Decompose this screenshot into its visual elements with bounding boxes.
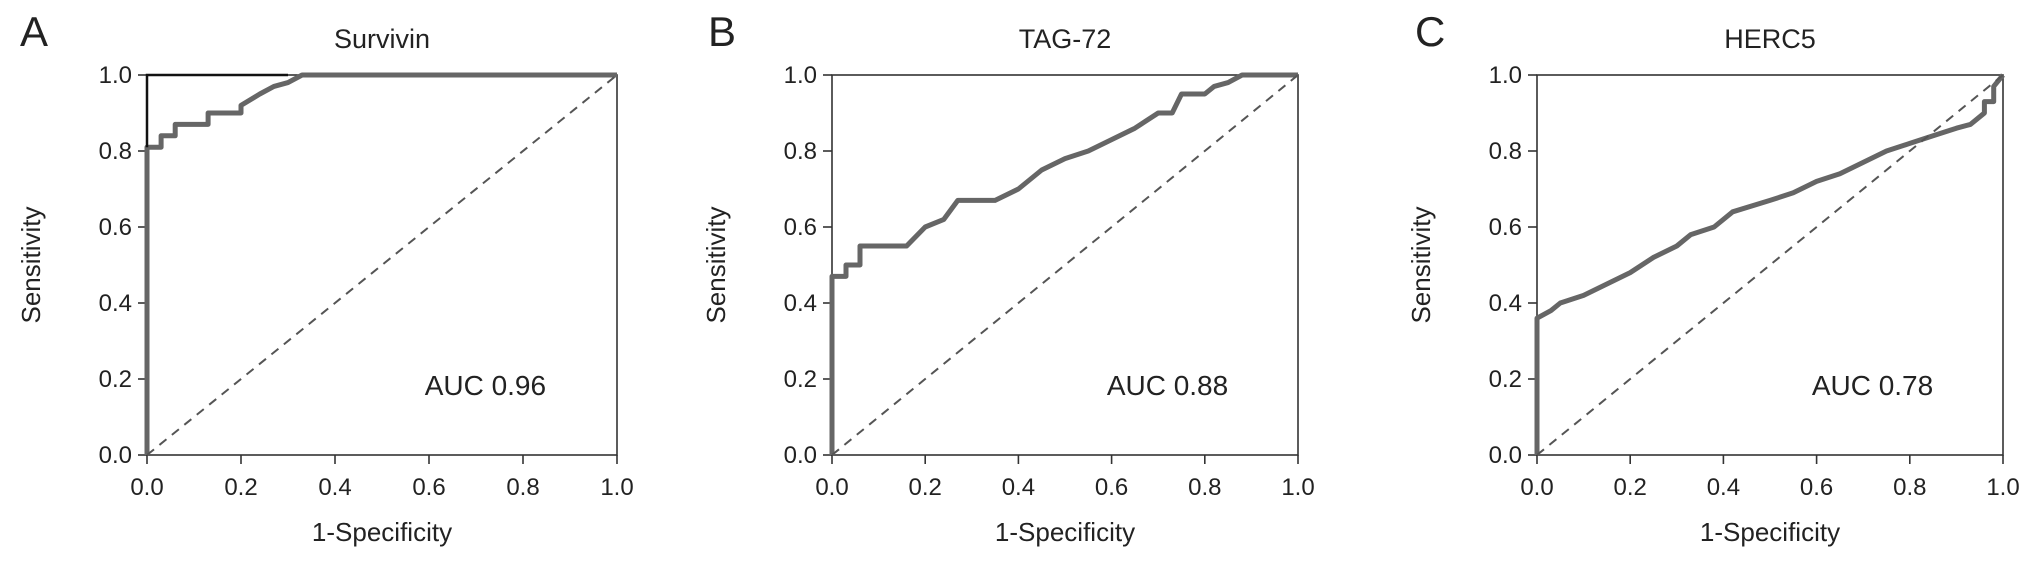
y-tick-label: 0.6: [99, 214, 132, 241]
roc-curve-outer: [145, 73, 288, 148]
roc-curve: [1534, 73, 2005, 455]
y-tick-label: 0.8: [1489, 138, 1522, 165]
panel-b: B TAG-72 0.0 0.2 0.4 0.6 0.8 1.0 0.0 0.2 0.4 0.6 0.8…: [701, 8, 1315, 547]
y-axis-label: Sensitivity: [701, 206, 731, 323]
y-tick-label: 0.4: [1489, 290, 1522, 317]
x-tick-label: 1.0: [1986, 474, 2019, 501]
x-tick-label: 0.4: [1002, 474, 1035, 501]
y-tick-label: 0.4: [99, 290, 132, 317]
x-axis-label: 1-Specificity: [1700, 517, 1840, 547]
y-tick-label: 1.0: [99, 62, 132, 89]
x-tick-label: 0.2: [224, 474, 257, 501]
x-tick-label: 0.4: [318, 474, 351, 501]
plot-frame: [1536, 74, 2004, 456]
x-tick-label: 0.6: [1095, 474, 1128, 501]
x-tick-label: 0.0: [1520, 474, 1553, 501]
reference-line: [146, 74, 618, 456]
y-tick-label: 1.0: [1489, 62, 1522, 89]
y-tick-label: 0.6: [784, 214, 817, 241]
y-tick-label: 1.0: [784, 62, 817, 89]
y-axis-label: Sensitivity: [1406, 206, 1436, 323]
x-tick-label: 1.0: [1281, 474, 1314, 501]
x-tick-label: 0.4: [1707, 474, 1740, 501]
panel-a: A Survivin 0.0 0.2 0.4 0.6 0.8 1.0 0.0 0.2 0.4 0.6 0…: [16, 8, 634, 547]
panel-letter: B: [708, 8, 736, 55]
panel-letter: C: [1415, 8, 1445, 55]
x-tick-label: 0.2: [909, 474, 942, 501]
chart-title: TAG-72: [1019, 24, 1112, 54]
y-tick-label: 0.8: [784, 138, 817, 165]
auc-annotation: AUC 0.88: [1107, 370, 1228, 401]
y-tick-label: 0.6: [1489, 214, 1522, 241]
y-tick-label: 0.4: [784, 290, 817, 317]
reference-line: [831, 74, 1299, 456]
y-tick-label: 0.2: [1489, 366, 1522, 393]
x-tick-label: 0.8: [1893, 474, 1926, 501]
x-tick-label: 0.8: [506, 474, 539, 501]
x-axis-label: 1-Specificity: [995, 517, 1135, 547]
y-tick-label: 0.2: [99, 366, 132, 393]
y-tick-label: 0.2: [784, 366, 817, 393]
x-tick-label: 1.0: [600, 474, 633, 501]
panel-letter: A: [20, 8, 48, 55]
x-tick-label: 0.6: [1800, 474, 1833, 501]
auc-annotation: AUC 0.96: [425, 370, 546, 401]
chart-title: Survivin: [334, 24, 430, 54]
x-tick-label: 0.2: [1614, 474, 1647, 501]
panel-c: C HERC5 0.0 0.2 0.4 0.6 0.8 1.0 0.0 0.2 0.4 0.6 0.8 1…: [1406, 8, 2020, 547]
y-tick-label: 0.8: [99, 138, 132, 165]
x-tick-label: 0.0: [815, 474, 848, 501]
y-tick-label: 0.0: [1489, 442, 1522, 469]
x-tick-label: 0.8: [1188, 474, 1221, 501]
x-tick-label: 0.6: [412, 474, 445, 501]
y-tick-label: 0.0: [99, 442, 132, 469]
plot-frame: [831, 74, 1299, 456]
auc-annotation: AUC 0.78: [1812, 370, 1933, 401]
reference-line: [1536, 74, 2004, 456]
roc-curve: [144, 72, 617, 455]
y-tick-label: 0.0: [784, 442, 817, 469]
x-axis-label: 1-Specificity: [312, 517, 452, 547]
roc-curve: [829, 72, 1298, 455]
y-axis-label: Sensitivity: [16, 206, 46, 323]
chart-title: HERC5: [1724, 24, 1816, 54]
x-tick-label: 0.0: [130, 474, 163, 501]
